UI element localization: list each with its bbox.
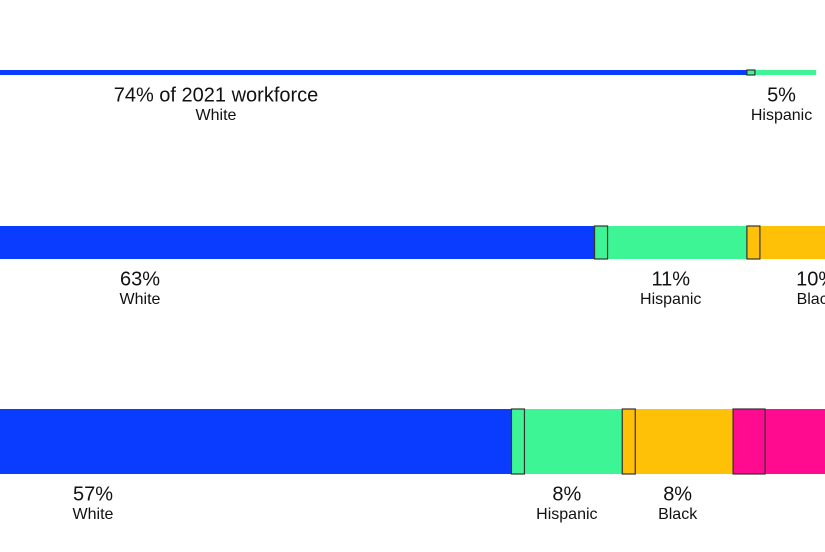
boundary-marker: [746, 225, 761, 260]
category-label: Black: [658, 506, 698, 523]
value-label: 57%: [73, 483, 113, 505]
bar-segment: [0, 226, 595, 259]
boundary-marker: [510, 408, 526, 475]
category-label: Hispanic: [536, 506, 597, 523]
value-label: 8%: [552, 483, 581, 505]
bar-segment: [0, 409, 512, 474]
boundary-marker: [746, 69, 756, 76]
bar-segment: [746, 70, 817, 75]
bar-segment: [511, 409, 623, 474]
value-label: 10%: [796, 268, 825, 290]
category-label: White: [73, 506, 114, 523]
category-label: White: [196, 107, 237, 124]
value-label: 5%: [767, 84, 796, 106]
category-label: Hispanic: [751, 107, 812, 124]
category-label: White: [120, 291, 161, 308]
bar-segment: [622, 409, 734, 474]
bar-segment: [594, 226, 747, 259]
category-label: Hispanic: [640, 291, 701, 308]
value-label: 63%: [120, 268, 160, 290]
boundary-marker: [593, 225, 609, 260]
bar-segment: [0, 70, 747, 75]
value-label: 11%: [651, 268, 690, 290]
boundary-marker: [621, 408, 636, 475]
boundary-marker: [732, 408, 766, 475]
category-label: Black: [797, 291, 825, 308]
value-label: 74% of 2021 workforce: [114, 84, 319, 106]
value-label: 8%: [663, 483, 692, 505]
